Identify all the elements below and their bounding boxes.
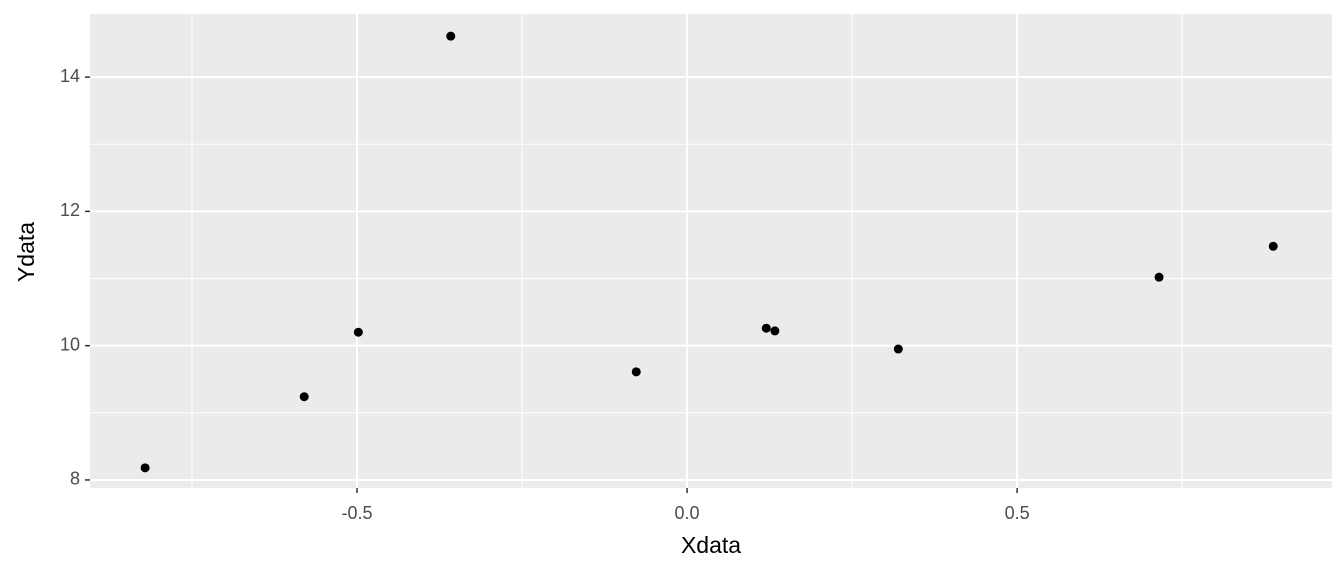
point <box>140 463 150 473</box>
point <box>761 323 771 333</box>
x-axis-title: Xdata <box>681 532 741 558</box>
y-tick-label: 10 <box>60 334 80 354</box>
x-tick-label: 0.0 <box>675 503 700 523</box>
panel <box>90 14 1332 488</box>
y-axis-title: Ydata <box>13 222 39 282</box>
point <box>299 392 309 402</box>
point <box>353 327 363 337</box>
grid <box>90 14 1332 488</box>
y-tick-label: 8 <box>70 469 80 489</box>
axes: -0.5 0.0 0.5 8 10 12 14 <box>60 66 1030 523</box>
point <box>631 367 641 377</box>
point <box>893 344 903 354</box>
x-tick-label: 0.5 <box>1005 503 1030 523</box>
point <box>770 326 780 336</box>
points <box>140 31 1278 473</box>
point <box>446 31 456 41</box>
y-tick-label: 12 <box>60 200 80 220</box>
point <box>1268 241 1278 251</box>
x-tick-label: -0.5 <box>341 503 372 523</box>
point <box>1154 272 1164 282</box>
y-tick-label: 14 <box>60 66 80 86</box>
